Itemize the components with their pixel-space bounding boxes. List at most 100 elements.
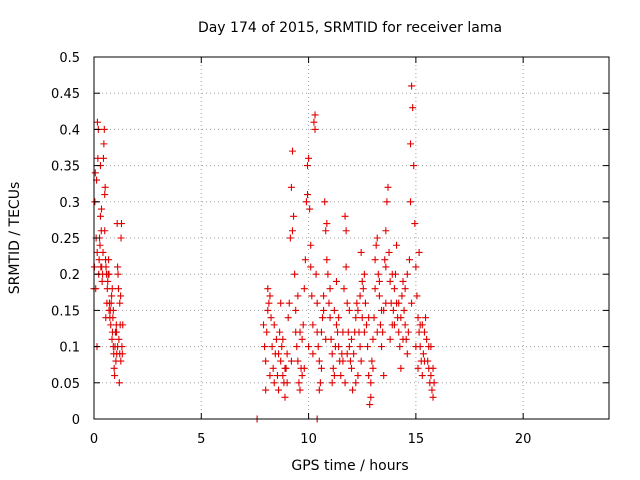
data-point — [109, 306, 117, 314]
data-point — [110, 364, 118, 372]
data-point — [264, 285, 272, 293]
data-point — [359, 285, 367, 293]
data-point — [300, 364, 308, 372]
data-point — [95, 256, 103, 264]
data-point — [330, 306, 338, 314]
data-point — [270, 321, 278, 329]
data-point — [287, 183, 295, 191]
data-point — [326, 314, 334, 322]
data-point — [309, 350, 317, 358]
data-point — [308, 292, 316, 300]
data-point — [376, 321, 384, 329]
data-point — [403, 270, 411, 278]
data-point — [314, 343, 322, 351]
data-point — [279, 335, 287, 343]
data-point — [389, 306, 397, 314]
data-point — [329, 364, 337, 372]
data-point — [423, 335, 431, 343]
data-point — [115, 379, 123, 387]
data-point — [312, 270, 320, 278]
data-point — [346, 357, 354, 365]
data-point — [281, 393, 289, 401]
data-point — [330, 372, 338, 380]
data-point — [419, 350, 427, 358]
data-point — [315, 386, 323, 394]
y-tick-label: 0.5 — [59, 51, 80, 66]
data-point — [311, 111, 319, 119]
data-point — [399, 277, 407, 285]
data-point — [261, 343, 269, 351]
data-point — [420, 328, 428, 336]
y-tick-label: 0.35 — [51, 160, 80, 175]
data-point — [342, 263, 350, 271]
data-point — [420, 357, 428, 365]
data-point — [356, 292, 364, 300]
data-point — [404, 328, 412, 336]
data-point — [328, 350, 336, 358]
data-point — [313, 328, 321, 336]
data-point — [397, 314, 405, 322]
data-point — [291, 270, 299, 278]
y-tick-label: 0.25 — [51, 232, 80, 247]
data-point — [96, 241, 104, 249]
data-point — [378, 306, 386, 314]
data-point — [286, 234, 294, 242]
data-point — [408, 299, 416, 307]
y-tick-label: 0.15 — [51, 304, 80, 319]
data-point — [102, 314, 110, 322]
data-point — [429, 393, 437, 401]
data-point — [367, 393, 375, 401]
chart-title: Day 174 of 2015, SRMTID for receiver lam… — [198, 20, 502, 36]
data-point — [429, 364, 437, 372]
y-tick-label: 0.2 — [59, 268, 80, 283]
data-point — [310, 118, 318, 126]
plot-frame — [93, 56, 610, 420]
data-point — [266, 372, 274, 380]
data-point — [343, 350, 351, 358]
data-point — [418, 321, 426, 329]
data-point — [349, 386, 357, 394]
data-point — [293, 343, 301, 351]
data-point — [117, 357, 125, 365]
data-point — [277, 299, 285, 307]
data-point — [382, 227, 390, 235]
data-point — [337, 372, 345, 380]
data-point — [296, 386, 304, 394]
data-point — [295, 379, 303, 387]
data-point — [365, 314, 373, 322]
data-point — [403, 350, 411, 358]
data-point — [117, 234, 125, 242]
data-point — [100, 125, 108, 133]
data-point — [360, 270, 368, 278]
data-point — [372, 241, 380, 249]
data-point — [93, 248, 101, 256]
data-point — [304, 191, 312, 199]
data-point — [320, 292, 328, 300]
data-point — [302, 198, 310, 206]
data-point — [383, 198, 391, 206]
data-point — [375, 277, 383, 285]
data-point — [118, 350, 126, 358]
data-point — [114, 343, 122, 351]
data-point — [300, 285, 308, 293]
data-point — [326, 285, 334, 293]
data-point — [357, 248, 365, 256]
data-point — [398, 292, 406, 300]
data-point — [101, 191, 109, 199]
data-point — [365, 372, 373, 380]
data-point — [366, 401, 374, 409]
data-point — [350, 350, 358, 358]
data-point — [283, 350, 291, 358]
data-point — [96, 212, 104, 220]
data-point — [109, 314, 117, 322]
data-point — [430, 379, 438, 387]
data-point — [335, 343, 343, 351]
data-point — [281, 364, 289, 372]
data-point — [321, 198, 329, 206]
data-point — [410, 162, 418, 170]
data-point — [92, 285, 100, 293]
data-point — [418, 372, 426, 380]
data-point — [100, 140, 108, 148]
data-point — [292, 306, 300, 314]
data-point — [294, 292, 302, 300]
